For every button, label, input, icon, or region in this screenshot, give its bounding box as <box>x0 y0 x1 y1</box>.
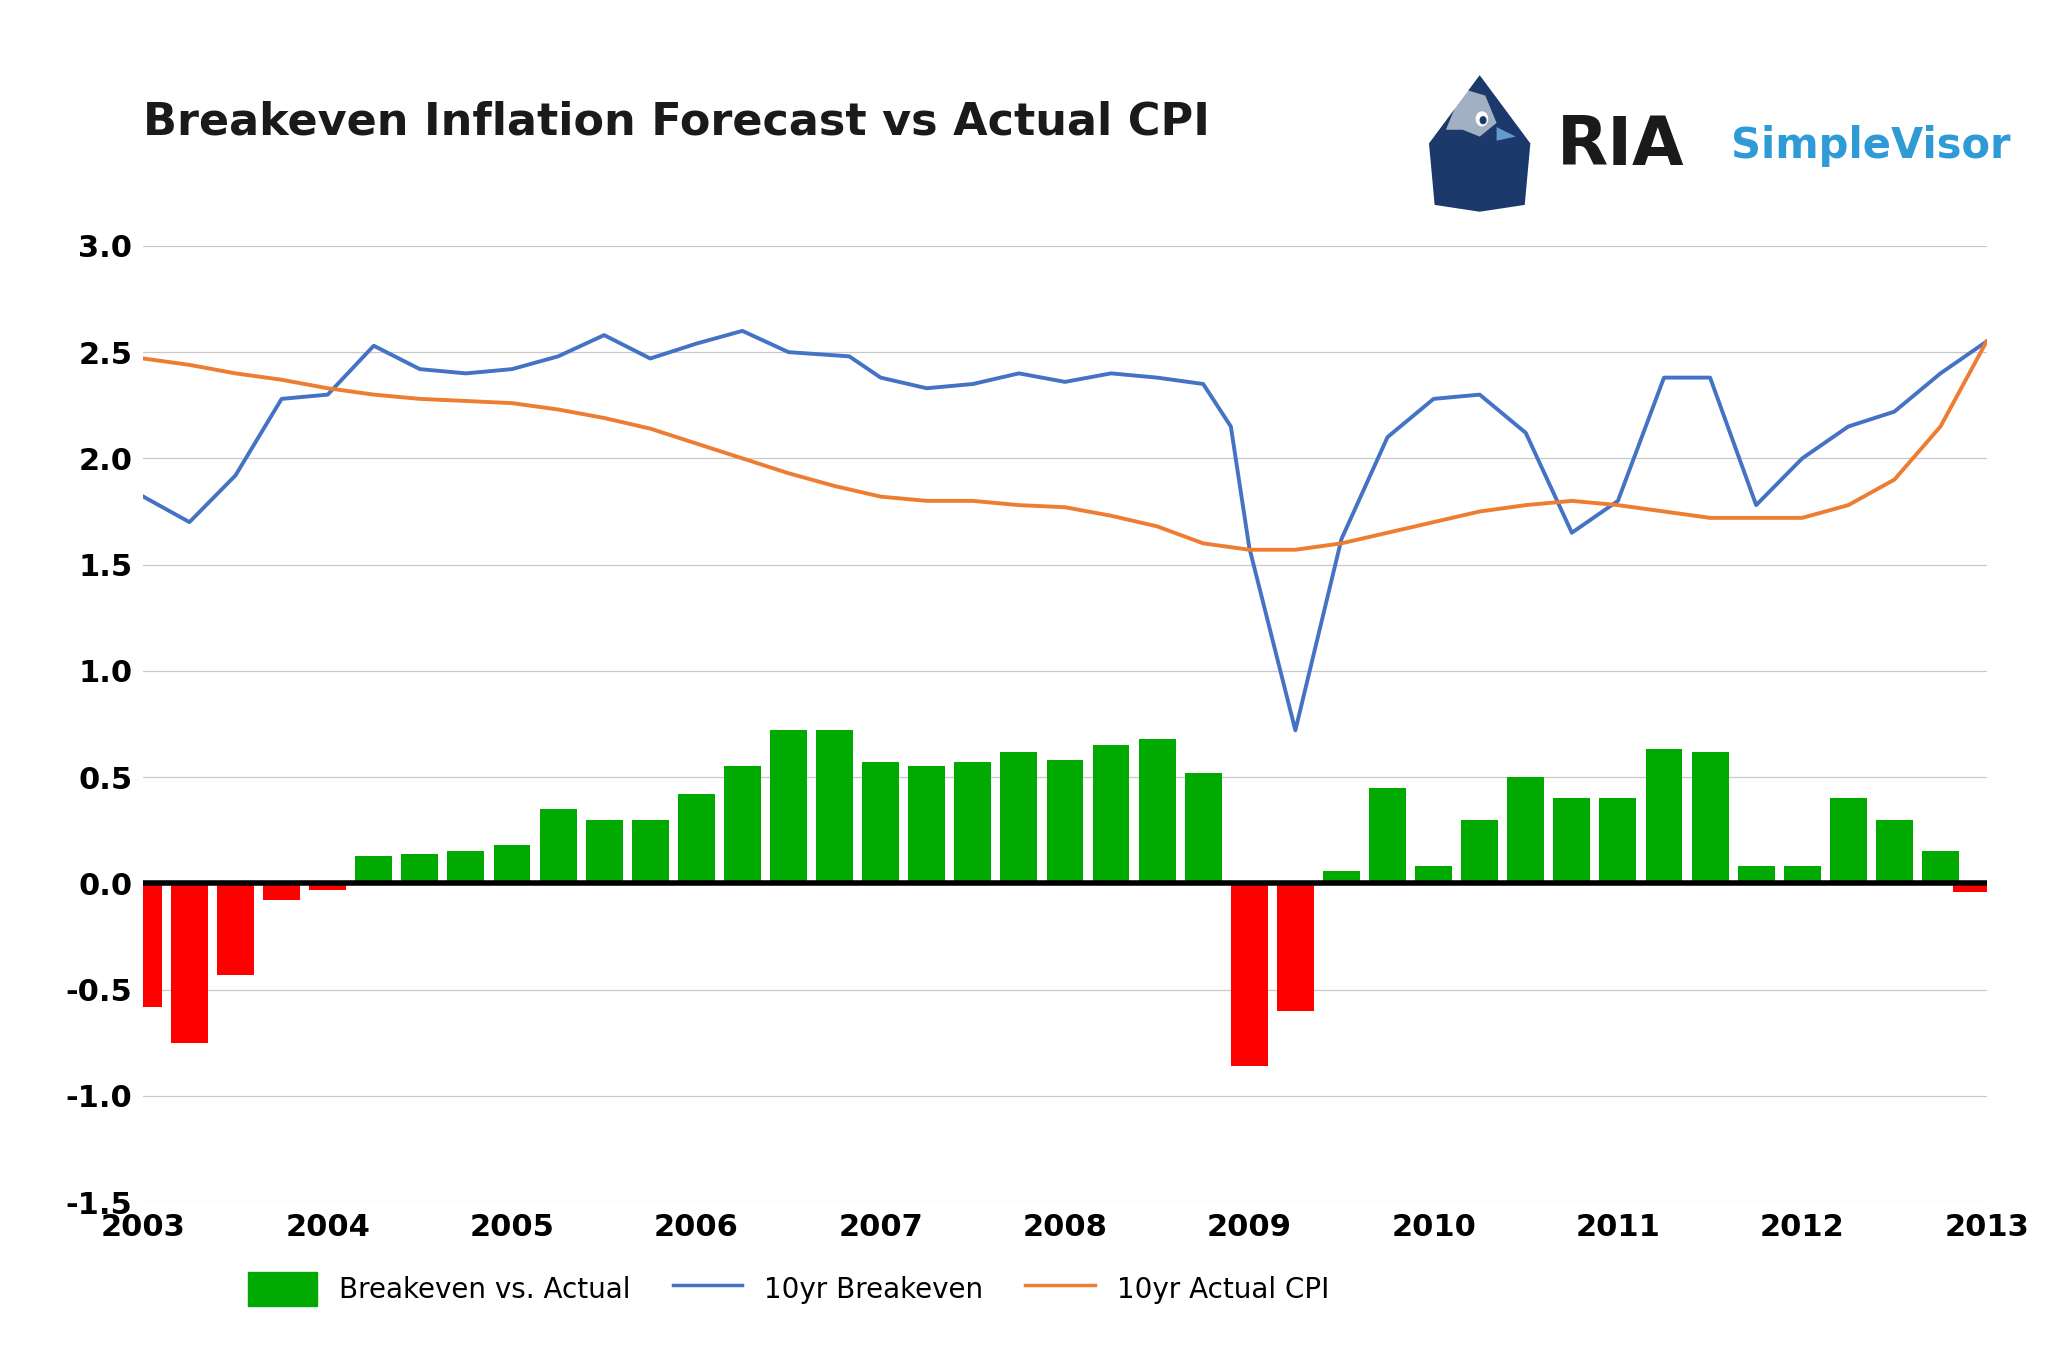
Bar <box>1954 884 1991 892</box>
Bar <box>356 855 393 884</box>
Bar <box>1554 798 1591 884</box>
Bar <box>1323 870 1360 884</box>
Circle shape <box>1477 112 1487 126</box>
Bar <box>633 820 670 884</box>
Bar <box>309 884 346 889</box>
Bar <box>678 794 715 884</box>
Polygon shape <box>1497 127 1516 141</box>
Bar <box>1186 773 1223 884</box>
Circle shape <box>1481 117 1487 124</box>
Bar <box>1278 884 1315 1011</box>
Bar <box>586 820 623 884</box>
Bar <box>1462 820 1499 884</box>
Bar <box>1923 851 1960 884</box>
Legend: Breakeven vs. Actual, 10yr Breakeven, 10yr Actual CPI: Breakeven vs. Actual, 10yr Breakeven, 10… <box>238 1261 1339 1317</box>
Bar <box>1647 750 1683 884</box>
Bar <box>770 731 807 884</box>
Bar <box>1047 759 1083 884</box>
Bar <box>449 851 485 884</box>
Bar <box>1415 866 1452 884</box>
Bar <box>125 884 162 1007</box>
Text: SimpleVisor: SimpleVisor <box>1731 126 2009 167</box>
Bar <box>1001 751 1038 884</box>
Bar <box>1692 751 1729 884</box>
Bar <box>541 809 578 884</box>
Bar <box>1094 746 1130 884</box>
Bar <box>172 884 209 1042</box>
Bar <box>1139 739 1176 884</box>
Bar <box>217 884 254 975</box>
Bar <box>1784 866 1821 884</box>
Bar <box>817 731 854 884</box>
Polygon shape <box>1430 75 1530 212</box>
Bar <box>862 762 899 884</box>
Bar <box>494 846 530 884</box>
Bar <box>1876 820 1913 884</box>
Bar <box>954 762 991 884</box>
Bar <box>909 766 946 884</box>
Bar <box>401 854 438 884</box>
Bar <box>264 884 301 900</box>
Text: RIA: RIA <box>1556 113 1683 179</box>
Bar <box>1507 777 1544 884</box>
Bar <box>1370 788 1407 884</box>
Bar <box>1831 798 1868 884</box>
Polygon shape <box>1446 89 1497 137</box>
Bar <box>725 766 762 884</box>
Bar <box>1739 866 1776 884</box>
Bar <box>1231 884 1268 1065</box>
Text: Breakeven Inflation Forecast vs Actual CPI: Breakeven Inflation Forecast vs Actual C… <box>143 101 1210 143</box>
Bar <box>1599 798 1636 884</box>
